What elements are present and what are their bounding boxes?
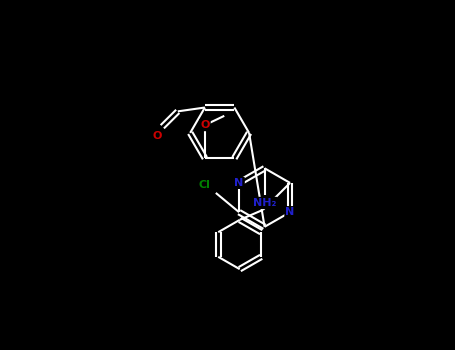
Text: O: O — [152, 131, 162, 141]
Text: N: N — [285, 207, 295, 217]
Text: Cl: Cl — [198, 180, 210, 190]
Text: NH₂: NH₂ — [253, 198, 276, 208]
Text: N: N — [234, 178, 244, 188]
Text: O: O — [200, 120, 210, 130]
